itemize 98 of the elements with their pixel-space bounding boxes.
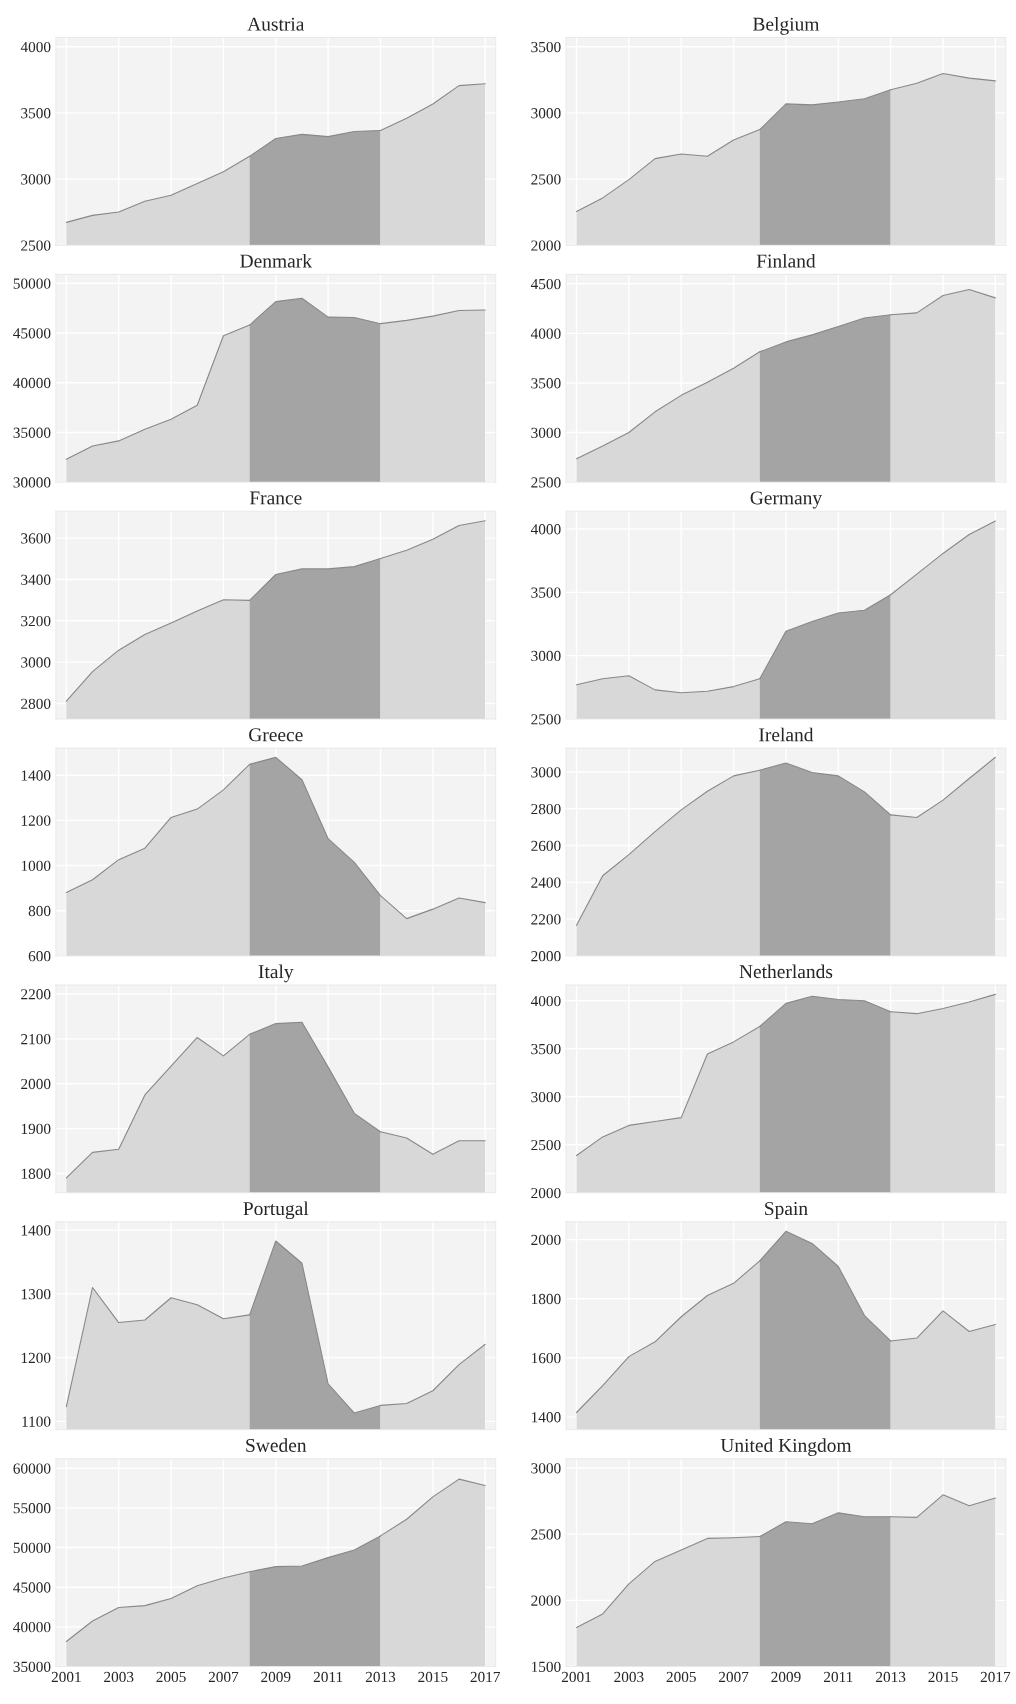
x-tick-label: 2013	[365, 1671, 396, 1683]
y-tick-label: 1100	[22, 1416, 51, 1427]
y-tick-label: 2500	[21, 240, 51, 251]
y-tick-label: 3500	[531, 587, 561, 598]
chart-title: United Kingdom	[720, 1438, 852, 1456]
y-tick-label: 30000	[13, 477, 51, 488]
x-tick-label: 2001	[51, 1671, 81, 1683]
chart-title: Ireland	[759, 727, 814, 742]
y-tick-label: 3000	[531, 767, 561, 778]
y-tick-label: 2000	[531, 1595, 561, 1606]
y-tick-label: 2500	[531, 477, 561, 488]
y-tick-label: 1500	[531, 1661, 561, 1672]
y-tick-label: 2500	[531, 1529, 561, 1540]
chart-title: Finland	[756, 253, 816, 268]
y-tick-label: 3600	[21, 533, 51, 544]
y-tick-label: 2800	[531, 803, 561, 815]
x-tick-label: 2015	[928, 1671, 958, 1683]
x-tick-label: 2009	[771, 1671, 801, 1683]
chart-title: Greece	[249, 728, 303, 742]
chart-title: Sweden	[246, 1438, 307, 1452]
y-tick-label: 1900	[21, 1123, 51, 1135]
y-tick-label: 1000	[21, 860, 51, 871]
y-tick-label: 40000	[13, 1622, 51, 1633]
y-tick-label: 3500	[21, 108, 51, 119]
chart-title: Italy	[258, 964, 294, 983]
y-tick-label: 35000	[13, 427, 51, 438]
y-tick-label: 4000	[530, 328, 561, 339]
x-tick-label: 2017	[470, 1671, 501, 1683]
y-tick-label: 2500	[531, 174, 561, 185]
x-tick-label: 2005	[156, 1671, 186, 1683]
y-tick-label: 60000	[13, 1463, 51, 1474]
chart-title: Denmark	[240, 253, 312, 268]
y-tick-label: 40000	[13, 377, 51, 389]
x-tick-label: 2009	[261, 1671, 291, 1683]
y-tick-label: 3000	[531, 427, 561, 439]
y-tick-label: 2000	[531, 1187, 561, 1199]
x-tick-label: 2001	[561, 1671, 591, 1683]
y-tick-label: 3000	[21, 174, 51, 185]
x-tick-label: 2015	[418, 1671, 448, 1683]
y-tick-label: 3000	[531, 108, 561, 119]
y-tick-label: 800	[28, 905, 51, 917]
y-tick-label: 4000	[530, 524, 561, 535]
chart-title: Netherlands	[739, 964, 833, 979]
y-tick-label: 35000	[13, 1661, 51, 1672]
y-tick-label: 3000	[21, 657, 51, 668]
y-tick-label: 1400	[21, 1225, 51, 1236]
y-tick-label: 1800	[21, 1168, 51, 1179]
chart-title: Germany	[750, 491, 823, 509]
y-tick-label: 1400	[531, 1412, 561, 1423]
chart-title: Spain	[765, 1202, 808, 1220]
y-tick-label: 3200	[21, 615, 51, 627]
x-tick-label: 2013	[876, 1671, 906, 1683]
y-tick-label: 2600	[531, 840, 561, 852]
chart-title: Portugal	[243, 1201, 309, 1220]
y-tick-label: 2200	[531, 914, 561, 925]
y-tick-label: 2100	[21, 1033, 51, 1045]
x-tick-label: 2017	[980, 1671, 1011, 1683]
y-tick-label: 4500	[530, 278, 561, 290]
x-tick-label: 2007	[208, 1671, 239, 1683]
y-tick-label: 55000	[13, 1503, 51, 1514]
y-tick-label: 1400	[21, 770, 51, 781]
y-tick-label: 1800	[531, 1293, 561, 1305]
y-tick-label: 50000	[13, 1542, 51, 1553]
y-tick-label: 2400	[531, 877, 561, 888]
y-tick-label: 1300	[21, 1289, 51, 1300]
y-tick-label: 4000	[530, 995, 561, 1007]
y-tick-label: 3000	[531, 1463, 561, 1474]
y-tick-label: 2500	[531, 714, 561, 725]
y-tick-label: 2000	[531, 240, 561, 251]
x-tick-label: 2007	[718, 1671, 749, 1683]
y-tick-label: 3500	[531, 1043, 561, 1055]
y-tick-label: 2000	[531, 951, 561, 962]
y-tick-label: 600	[28, 951, 51, 962]
y-tick-label: 3500	[531, 41, 561, 53]
y-tick-label: 2800	[21, 698, 51, 709]
y-tick-label: 4000	[20, 41, 51, 53]
x-tick-label: 2005	[666, 1671, 696, 1683]
y-tick-label: 1600	[531, 1352, 561, 1364]
y-tick-label: 2200	[21, 989, 51, 1000]
y-tick-label: 45000	[13, 1582, 51, 1593]
y-tick-label: 2000	[531, 1234, 561, 1246]
y-tick-label: 2000	[21, 1078, 51, 1090]
chart-title: Belgium	[753, 17, 820, 35]
y-tick-label: 1200	[21, 1352, 51, 1364]
y-tick-label: 50000	[13, 278, 51, 289]
y-tick-label: 3500	[531, 378, 561, 389]
y-tick-label: 2500	[531, 1139, 561, 1151]
x-tick-label: 2003	[104, 1671, 134, 1683]
y-tick-label: 3400	[21, 574, 51, 585]
y-tick-label: 3000	[531, 1091, 561, 1103]
y-tick-label: 1200	[21, 815, 51, 826]
x-tick-label: 2003	[614, 1671, 644, 1683]
y-tick-label: 45000	[13, 328, 51, 339]
chart-title: Austria	[247, 17, 305, 31]
x-tick-label: 2011	[313, 1671, 343, 1683]
x-tick-label: 2011	[823, 1671, 853, 1683]
chart-title: France	[249, 491, 302, 505]
y-tick-label: 3000	[531, 650, 561, 662]
